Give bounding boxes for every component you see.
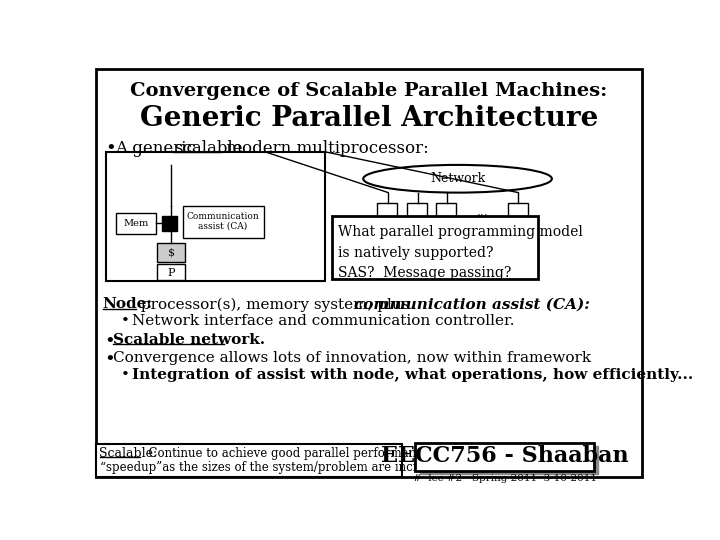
FancyBboxPatch shape <box>332 215 539 279</box>
FancyBboxPatch shape <box>117 213 156 234</box>
Text: communication assist (CA):: communication assist (CA): <box>354 298 590 312</box>
FancyBboxPatch shape <box>377 204 397 219</box>
FancyBboxPatch shape <box>420 446 598 474</box>
Text: Scalable network.: Scalable network. <box>113 333 266 347</box>
FancyBboxPatch shape <box>407 204 427 219</box>
FancyBboxPatch shape <box>508 204 528 219</box>
Text: Node:: Node: <box>102 298 153 312</box>
Text: Communication: Communication <box>186 212 259 221</box>
Text: •: • <box>104 351 115 369</box>
Text: A generic: A generic <box>115 140 201 157</box>
Text: EECC756 - Shaaban: EECC756 - Shaaban <box>381 445 629 467</box>
Text: Generic Parallel Architecture: Generic Parallel Architecture <box>140 105 598 132</box>
FancyBboxPatch shape <box>157 264 185 280</box>
Text: “speedup”as the sizes of the system/problem are increased: “speedup”as the sizes of the system/prob… <box>99 461 452 474</box>
FancyBboxPatch shape <box>96 69 642 477</box>
Text: assist (CA): assist (CA) <box>198 222 248 231</box>
Text: •: • <box>121 368 130 382</box>
Text: processor(s), memory system, plus: processor(s), memory system, plus <box>137 298 415 312</box>
FancyBboxPatch shape <box>436 204 456 219</box>
Text: Network interface and communication controller.: Network interface and communication cont… <box>132 314 514 328</box>
Text: #  lec #2   Spring 2011  3-10-2011: # lec #2 Spring 2011 3-10-2011 <box>413 475 596 483</box>
FancyBboxPatch shape <box>162 215 177 231</box>
Text: modern multiprocessor:: modern multiprocessor: <box>221 140 429 157</box>
Text: What parallel programming model
is natively supported?
SAS?  Message passing?: What parallel programming model is nativ… <box>338 225 583 280</box>
Text: P: P <box>167 268 175 278</box>
Text: $: $ <box>168 248 175 258</box>
Text: •: • <box>104 333 115 351</box>
Text: Network: Network <box>430 172 485 185</box>
Text: Continue to achieve good parallel performance: Continue to achieve good parallel perfor… <box>141 447 430 460</box>
Text: •: • <box>106 140 117 158</box>
FancyBboxPatch shape <box>157 244 185 262</box>
FancyBboxPatch shape <box>415 443 594 470</box>
Text: Integration of assist with node, what operations, how efficiently...: Integration of assist with node, what op… <box>132 368 693 382</box>
FancyBboxPatch shape <box>106 152 325 281</box>
Text: Convergence of Scalable Parallel Machines:: Convergence of Scalable Parallel Machine… <box>130 82 608 100</box>
Text: Mem: Mem <box>124 219 149 228</box>
Text: •: • <box>121 314 130 328</box>
Text: Scalable:: Scalable: <box>99 447 158 460</box>
FancyBboxPatch shape <box>96 444 402 477</box>
Ellipse shape <box>363 165 552 193</box>
Text: Convergence allows lots of innovation, now within framework: Convergence allows lots of innovation, n… <box>113 351 592 365</box>
Text: ...: ... <box>477 206 489 219</box>
FancyBboxPatch shape <box>183 206 264 238</box>
Text: scalable: scalable <box>174 140 243 157</box>
